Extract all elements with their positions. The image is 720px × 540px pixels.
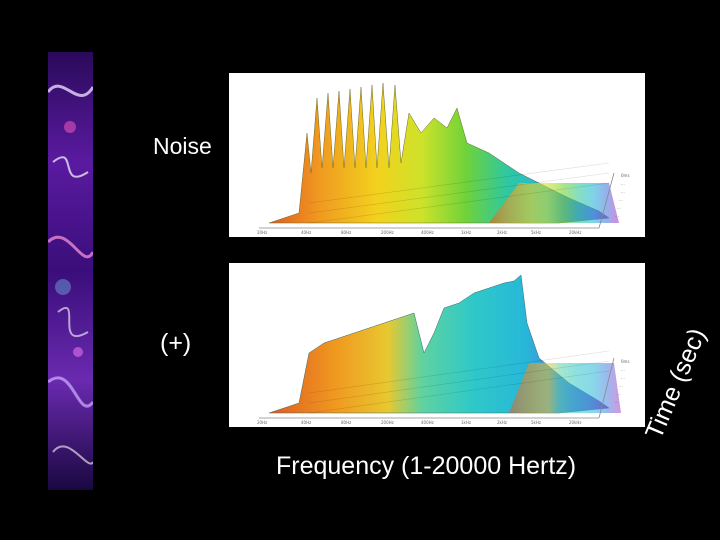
noise-spectrogram-panel: 20Hz 40Hz 80Hz 200Hz 400Hz 1kHz 2kHz 5kHz 20kH…: [229, 73, 645, 237]
svg-text:1kHz: 1kHz: [461, 230, 471, 235]
decorative-abstract-image: [48, 52, 93, 490]
svg-text:40Hz: 40Hz: [301, 420, 311, 425]
svg-text:400Hz: 400Hz: [421, 420, 434, 425]
svg-text:...: ...: [619, 383, 623, 388]
svg-text:200Hz: 200Hz: [381, 420, 394, 425]
svg-text:20Hz: 20Hz: [257, 420, 267, 425]
frequency-axis-label: Frequency (1-20000 Hertz): [276, 452, 577, 480]
svg-text:400Hz: 400Hz: [421, 230, 434, 235]
svg-text:...: ...: [621, 189, 625, 194]
svg-text:...: ...: [617, 205, 621, 210]
svg-text:...: ...: [619, 197, 623, 202]
svg-text:80Hz: 80Hz: [341, 420, 351, 425]
svg-text:20kHz: 20kHz: [569, 420, 582, 425]
svg-text:80Hz: 80Hz: [341, 230, 351, 235]
svg-text:0ms: 0ms: [621, 359, 630, 364]
plus-spectrogram-panel: 20Hz 40Hz 80Hz 200Hz 400Hz 1kHz 2kHz 5kHz 20kH…: [229, 263, 645, 427]
svg-text:...: ...: [621, 367, 625, 372]
svg-text:2kHz: 2kHz: [497, 420, 507, 425]
svg-text:5kHz: 5kHz: [531, 230, 541, 235]
svg-text:2kHz: 2kHz: [497, 230, 507, 235]
svg-text:...: ...: [615, 399, 619, 404]
svg-text:20kHz: 20kHz: [569, 230, 582, 235]
svg-text:0ms: 0ms: [621, 173, 630, 178]
svg-text:...: ...: [621, 181, 625, 186]
svg-text:40Hz: 40Hz: [301, 230, 311, 235]
svg-text:1kHz: 1kHz: [461, 420, 471, 425]
plus-label: (+): [160, 329, 192, 357]
svg-text:200Hz: 200Hz: [381, 230, 394, 235]
svg-text:20Hz: 20Hz: [257, 230, 267, 235]
noise-label: Noise: [153, 133, 212, 159]
time-axis-label: Time (sec): [640, 324, 712, 443]
svg-text:...: ...: [617, 391, 621, 396]
svg-text:5kHz: 5kHz: [531, 420, 541, 425]
svg-text:...: ...: [621, 375, 625, 380]
svg-text:...: ...: [615, 213, 619, 218]
